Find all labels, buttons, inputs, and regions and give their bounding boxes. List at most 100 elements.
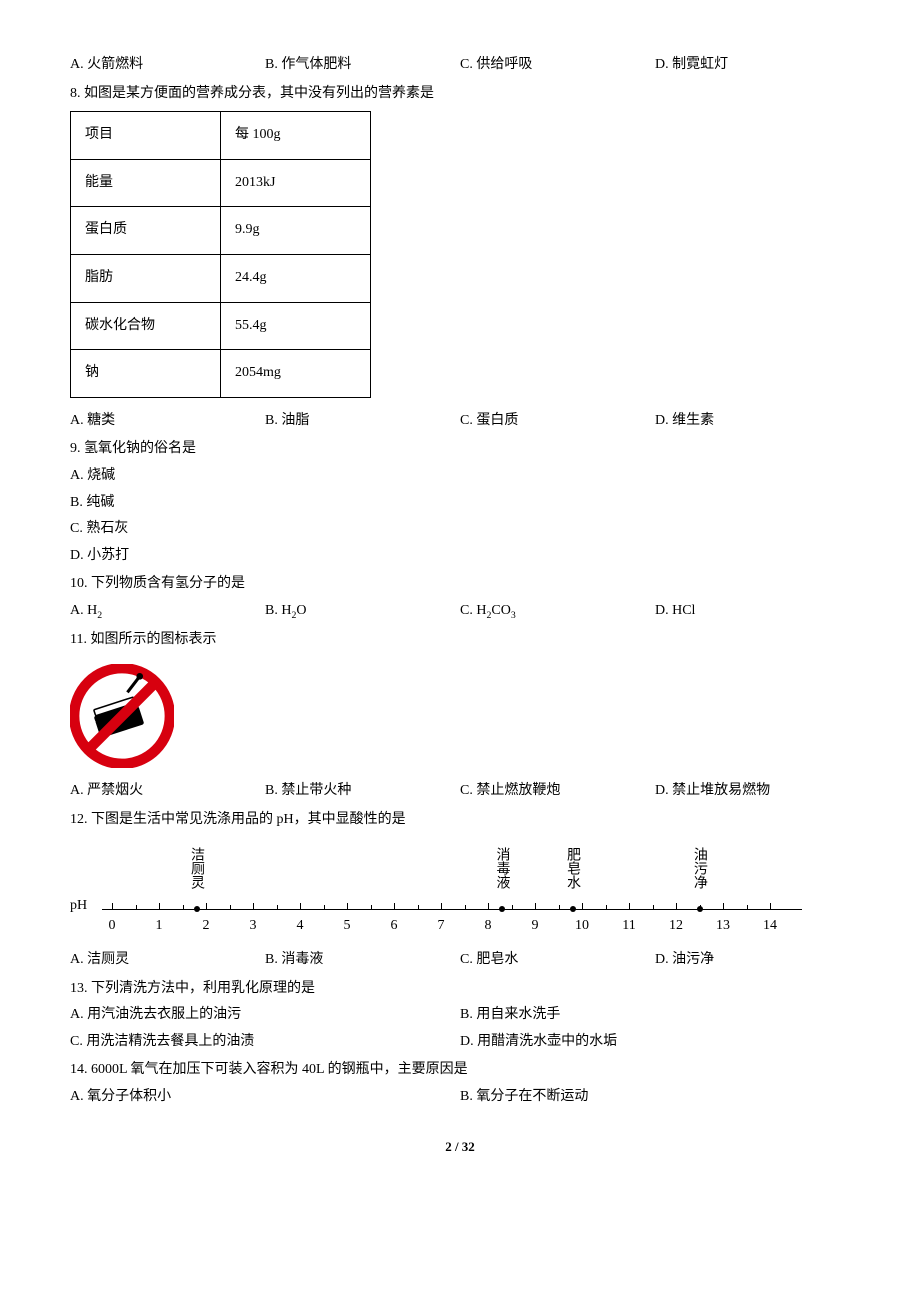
ph-tick xyxy=(206,903,207,909)
ph-tick xyxy=(676,903,677,909)
ph-tick xyxy=(535,903,536,909)
ph-minor-tick xyxy=(418,905,419,909)
q8-opt-a: A. 糖类 xyxy=(70,408,265,435)
q12-opt-b: B. 消毒液 xyxy=(265,947,460,974)
q12-opt-a: A. 洁厕灵 xyxy=(70,947,265,974)
ph-minor-tick xyxy=(183,905,184,909)
q8-opt-b: B. 油脂 xyxy=(265,408,460,435)
ph-minor-tick xyxy=(277,905,278,909)
ph-minor-tick xyxy=(230,905,231,909)
ph-minor-tick xyxy=(653,905,654,909)
table-cell: 2054mg xyxy=(221,350,371,398)
ph-tick-number: 13 xyxy=(716,913,730,940)
q7-opt-a: A. 火箭燃料 xyxy=(70,52,265,79)
q7-opt-b: B. 作气体肥料 xyxy=(265,52,460,79)
ph-tick xyxy=(488,903,489,909)
q9-opt-c: C. 熟石灰 xyxy=(70,516,850,543)
q10-opt-a: A. H2 xyxy=(70,598,265,625)
ph-tick xyxy=(347,903,348,909)
q9-opt-b: B. 纯碱 xyxy=(70,490,850,517)
q11-stem: 11. 如图所示的图标表示 xyxy=(70,627,850,654)
ph-tick-number: 5 xyxy=(344,913,351,940)
ph-minor-tick xyxy=(512,905,513,909)
ph-dot xyxy=(570,906,576,912)
ph-label: 肥皂水 xyxy=(565,847,580,889)
ph-tick xyxy=(159,903,160,909)
q12-opt-c: C. 肥皂水 xyxy=(460,947,655,974)
q12-opt-d: D. 油污净 xyxy=(655,947,850,974)
q7-opt-d: D. 制霓虹灯 xyxy=(655,52,850,79)
table-cell: 脂肪 xyxy=(71,254,221,302)
q10-stem: 10. 下列物质含有氢分子的是 xyxy=(70,571,850,598)
q11-opt-d: D. 禁止堆放易燃物 xyxy=(655,778,850,805)
q14-opt-b: B. 氧分子在不断运动 xyxy=(460,1084,850,1111)
q13-options-row1: A. 用汽油洗去衣服上的油污 B. 用自来水洗手 xyxy=(70,1002,850,1029)
ph-tick xyxy=(300,903,301,909)
ph-minor-tick xyxy=(465,905,466,909)
table-row: 钠 2054mg xyxy=(71,350,371,398)
table-cell: 2013kJ xyxy=(221,159,371,207)
ph-tick-number: 9 xyxy=(532,913,539,940)
table-cell: 9.9g xyxy=(221,207,371,255)
ph-tick-number: 0 xyxy=(109,913,116,940)
ph-label: 洁厕灵 xyxy=(189,847,204,889)
table-row: 蛋白质 9.9g xyxy=(71,207,371,255)
q8-options: A. 糖类 B. 油脂 C. 蛋白质 D. 维生素 xyxy=(70,408,850,435)
q9-opt-a: A. 烧碱 xyxy=(70,463,850,490)
ph-tick-number: 14 xyxy=(763,913,777,940)
table-cell: 能量 xyxy=(71,159,221,207)
q13-options-row2: C. 用洗洁精洗去餐具上的油渍 D. 用醋清洗水壶中的水垢 xyxy=(70,1029,850,1056)
q11-opt-a: A. 严禁烟火 xyxy=(70,778,265,805)
q9-opt-d: D. 小苏打 xyxy=(70,543,850,570)
q14-opt-a: A. 氧分子体积小 xyxy=(70,1084,460,1111)
q12-options: A. 洁厕灵 B. 消毒液 C. 肥皂水 D. 油污净 xyxy=(70,947,850,974)
ph-minor-tick xyxy=(747,905,748,909)
q13-stem: 13. 下列清洗方法中，利用乳化原理的是 xyxy=(70,976,850,1003)
q7-opt-c: C. 供给呼吸 xyxy=(460,52,655,79)
q13-opt-d: D. 用醋清洗水壶中的水垢 xyxy=(460,1029,850,1056)
ph-dot xyxy=(697,906,703,912)
ph-minor-tick xyxy=(606,905,607,909)
ph-dot xyxy=(499,906,505,912)
table-row: 能量 2013kJ xyxy=(71,159,371,207)
ph-tick-number: 4 xyxy=(297,913,304,940)
q8-stem: 8. 如图是某方便面的营养成分表，其中没有列出的营养素是 xyxy=(70,81,850,108)
ph-tick-number: 3 xyxy=(250,913,257,940)
ph-tick xyxy=(112,903,113,909)
q10-opt-d: D. HCl xyxy=(655,598,850,625)
q10-opt-b: B. H2O xyxy=(265,598,460,625)
ph-dot xyxy=(194,906,200,912)
ph-axis-label: pH xyxy=(70,893,87,920)
table-cell: 钠 xyxy=(71,350,221,398)
ph-tick-number: 8 xyxy=(485,913,492,940)
table-row: 脂肪 24.4g xyxy=(71,254,371,302)
table-row: 项目 每 100g xyxy=(71,112,371,160)
q11-opt-b: B. 禁止带火种 xyxy=(265,778,460,805)
q14-stem: 14. 6000L 氧气在加压下可装入容积为 40L 的钢瓶中，主要原因是 xyxy=(70,1057,850,1084)
q12-stem: 12. 下图是生活中常见洗涤用品的 pH，其中显酸性的是 xyxy=(70,807,850,834)
ph-label: 消毒液 xyxy=(494,847,509,889)
page-number: 2 / 32 xyxy=(70,1135,850,1160)
ph-tick-number: 6 xyxy=(391,913,398,940)
table-cell: 蛋白质 xyxy=(71,207,221,255)
table-header-per: 每 100g xyxy=(221,112,371,160)
ph-tick xyxy=(441,903,442,909)
q11-opt-c: C. 禁止燃放鞭炮 xyxy=(460,778,655,805)
ph-tick xyxy=(723,903,724,909)
table-cell: 24.4g xyxy=(221,254,371,302)
q13-opt-a: A. 用汽油洗去衣服上的油污 xyxy=(70,1002,460,1029)
ph-minor-tick xyxy=(136,905,137,909)
ph-tick xyxy=(629,903,630,909)
ph-tick-number: 1 xyxy=(156,913,163,940)
ph-tick-number: 10 xyxy=(575,913,589,940)
q10-opt-c: C. H2CO3 xyxy=(460,598,655,625)
prohibition-sign-icon xyxy=(70,664,174,768)
q14-options-row1: A. 氧分子体积小 B. 氧分子在不断运动 xyxy=(70,1084,850,1111)
q8-opt-c: C. 蛋白质 xyxy=(460,408,655,435)
q9-stem: 9. 氢氧化钠的俗名是 xyxy=(70,436,850,463)
ph-minor-tick xyxy=(371,905,372,909)
ph-tick-number: 2 xyxy=(203,913,210,940)
ph-tick xyxy=(253,903,254,909)
ph-label: 油污净 xyxy=(692,847,707,889)
q8-opt-d: D. 维生素 xyxy=(655,408,850,435)
